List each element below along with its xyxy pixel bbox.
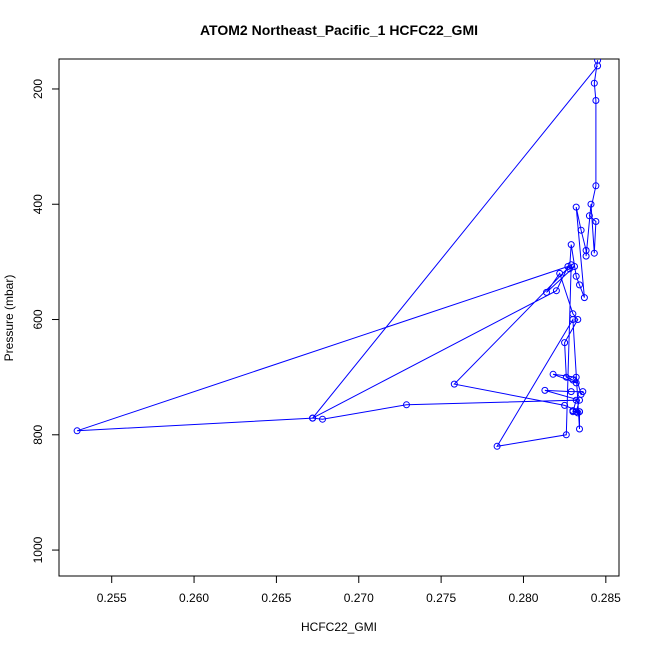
data-point <box>592 182 600 190</box>
data-point <box>582 246 590 254</box>
data-point <box>567 388 575 396</box>
data-point <box>562 373 570 381</box>
data-point <box>572 272 580 280</box>
y-tick-label: 1000 <box>31 536 45 563</box>
y-tick-label: 800 <box>31 424 45 444</box>
data-point <box>576 281 583 289</box>
x-axis: 0.255 0.260 0.265 0.270 0.275 0.280 0.285 <box>97 576 621 605</box>
data-point <box>585 212 593 220</box>
y-tick-label: 600 <box>31 309 45 329</box>
data-point <box>569 316 577 323</box>
x-tick-label: 0.270 <box>344 591 374 605</box>
data-point <box>576 396 583 404</box>
data-point <box>594 62 602 70</box>
y-axis-label: Pressure (mbar) <box>2 275 16 362</box>
data-point <box>319 415 326 423</box>
y-tick-label: 200 <box>31 79 45 99</box>
data-point <box>590 249 598 257</box>
data-point <box>574 409 582 417</box>
data-point <box>579 388 587 396</box>
data-point <box>576 408 583 416</box>
series-line <box>76 60 599 447</box>
data-point <box>574 316 582 323</box>
data-point <box>572 408 580 416</box>
data-point <box>561 401 569 409</box>
data-point <box>543 288 550 296</box>
y-axis: 200 400 600 800 1000 <box>31 79 59 563</box>
x-axis-label: HCFC22_GMI <box>301 620 377 634</box>
chart-title: ATOM2 Northeast_Pacific_1 HCFC22_GMI <box>200 22 478 38</box>
x-tick-label: 0.255 <box>97 591 127 605</box>
data-point <box>567 241 575 249</box>
data-point <box>493 442 501 450</box>
x-tick-label: 0.285 <box>591 591 621 605</box>
data-point <box>580 294 588 302</box>
data-point <box>562 431 570 439</box>
x-tick-label: 0.280 <box>508 591 538 605</box>
data-point <box>567 261 575 269</box>
data-point <box>309 414 317 422</box>
data-point <box>571 263 578 270</box>
data-point <box>576 425 583 433</box>
data-point <box>592 218 600 225</box>
data-point <box>590 79 598 87</box>
x-tick-label: 0.260 <box>179 591 209 605</box>
y-tick-label: 400 <box>31 194 45 214</box>
data-point <box>552 287 560 295</box>
data-point <box>587 200 595 208</box>
data-point <box>73 427 81 435</box>
data-point <box>564 263 572 270</box>
data-point <box>450 380 458 388</box>
x-tick-label: 0.275 <box>426 591 456 605</box>
data-point <box>572 203 580 211</box>
data-point <box>556 269 564 277</box>
series-layer <box>73 59 602 450</box>
data-point <box>577 226 585 234</box>
series-group <box>73 59 602 450</box>
data-point <box>403 401 410 409</box>
data-point <box>561 339 569 347</box>
data-point <box>572 373 580 381</box>
data-point <box>541 386 549 394</box>
data-point <box>549 370 557 378</box>
data-point <box>572 396 580 404</box>
x-tick-label: 0.265 <box>261 591 291 605</box>
data-point <box>569 408 577 416</box>
plot-frame <box>58 58 620 577</box>
data-point <box>592 97 600 104</box>
